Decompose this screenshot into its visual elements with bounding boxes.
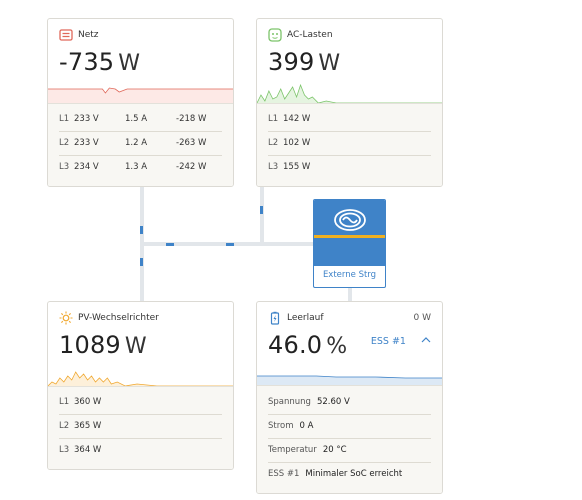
value-unit: % [326, 334, 348, 359]
phase-row: L2 365 W [59, 415, 222, 439]
sun-icon [59, 311, 73, 325]
wire-inverter-battery [348, 288, 352, 302]
phase-row: L2 233 V 1.2 A -263 W [59, 132, 222, 156]
phase-power: -263 W [176, 138, 207, 148]
ess-label: ESS #1 [370, 336, 406, 347]
flow-dot [140, 258, 143, 266]
phase-power: -242 W [176, 162, 207, 172]
phase-voltage: 234 V [74, 162, 99, 172]
value-unit: W [118, 51, 141, 76]
ac-loads-card[interactable]: AC-Lasten 399 W L1 142 W L2 102 W L3 155 … [256, 18, 443, 187]
detail-label: Spannung [268, 397, 311, 407]
flow-dot [166, 243, 174, 246]
ac-outlet-icon [268, 28, 282, 42]
flow-dot [140, 226, 143, 234]
phase-label: L2 [59, 421, 70, 431]
card-title: Netz [78, 30, 99, 40]
phase-power: 102 W [283, 138, 311, 148]
inverter-tile[interactable]: Externe Strg [313, 199, 386, 288]
flow-dot [260, 206, 263, 214]
phase-voltage: 233 V [74, 114, 99, 124]
phase-row: L1 233 V 1.5 A -218 W [59, 108, 222, 132]
phase-current: 1.5 A [125, 114, 148, 124]
value-number: 399 [268, 48, 315, 76]
phase-power: 155 W [283, 162, 311, 172]
card-title: PV-Wechselrichter [78, 313, 159, 323]
phase-voltage: 233 V [74, 138, 99, 148]
detail-value: Minimaler SoC erreicht [305, 469, 403, 479]
grid-card[interactable]: Netz -735 W L1 233 V 1.5 A -218 W L2 233 … [47, 18, 234, 187]
phase-label: L3 [59, 445, 70, 455]
phase-row: L3 155 W [268, 156, 431, 179]
victron-logo-icon [334, 209, 366, 231]
grid-power-value: -735 W [59, 48, 140, 76]
phase-row: L2 102 W [268, 132, 431, 156]
phase-row: L1 142 W [268, 108, 431, 132]
wire-loads-down [260, 186, 264, 244]
pv-power-value: 1089 W [59, 331, 147, 359]
phase-row: L1 360 W [59, 391, 222, 415]
battery-detail-row: Temperatur 20 °C [268, 439, 431, 463]
inverter-logo-panel [314, 200, 385, 266]
phase-row: L3 234 V 1.3 A -242 W [59, 156, 222, 179]
card-title: AC-Lasten [287, 30, 333, 40]
phase-row: L3 364 W [59, 439, 222, 462]
phase-power: 360 W [74, 397, 102, 407]
battery-soc-value: 46.0% [268, 331, 347, 359]
ess-toggle[interactable]: ESS #1 [371, 336, 431, 347]
ac-loads-power-value: 399 W [268, 48, 340, 76]
phase-label: L2 [59, 138, 70, 148]
phase-label: L3 [268, 162, 279, 172]
value-number: 46.0 [268, 331, 323, 359]
battery-card[interactable]: Leerlauf 0 W 46.0% ESS #1 Spannung 52.60 … [256, 301, 443, 494]
value-unit: W [124, 334, 147, 359]
detail-label: ESS #1 [268, 469, 300, 479]
phase-label: L1 [59, 397, 70, 407]
battery-power: 0 W [413, 313, 432, 323]
phase-label: L1 [268, 114, 279, 124]
phase-power: 365 W [74, 421, 102, 431]
phase-current: 1.2 A [125, 138, 148, 148]
inverter-stripe [314, 235, 385, 238]
pv-inverter-card[interactable]: PV-Wechselrichter 1089 W L1 360 W L2 365 … [47, 301, 234, 470]
detail-value: 0 A [299, 421, 314, 431]
card-title: Leerlauf [287, 313, 324, 323]
battery-detail-row: Spannung 52.60 V [268, 391, 431, 415]
battery-detail-row: ESS #1 Minimaler SoC erreicht [268, 463, 431, 486]
detail-label: Strom [268, 421, 294, 431]
phase-power: 142 W [283, 114, 311, 124]
value-number: -735 [59, 48, 115, 76]
phase-power: -218 W [176, 114, 207, 124]
flow-dot [226, 243, 234, 246]
phase-label: L3 [59, 162, 70, 172]
phase-label: L1 [59, 114, 70, 124]
value-number: 1089 [59, 331, 121, 359]
value-unit: W [318, 51, 341, 76]
phase-label: L2 [268, 138, 279, 148]
battery-icon [270, 311, 280, 325]
phase-power: 364 W [74, 445, 102, 455]
grid-sparkline [48, 87, 233, 107]
pv-sparkline [48, 371, 233, 390]
phase-current: 1.3 A [125, 162, 148, 172]
chevron-up-icon [421, 337, 431, 343]
detail-label: Temperatur [268, 445, 317, 455]
detail-value: 20 °C [322, 445, 347, 455]
detail-value: 52.60 V [316, 397, 350, 407]
inverter-label: Externe Strg [322, 270, 377, 280]
battery-detail-row: Strom 0 A [268, 415, 431, 439]
grid-meter-icon [59, 29, 73, 41]
